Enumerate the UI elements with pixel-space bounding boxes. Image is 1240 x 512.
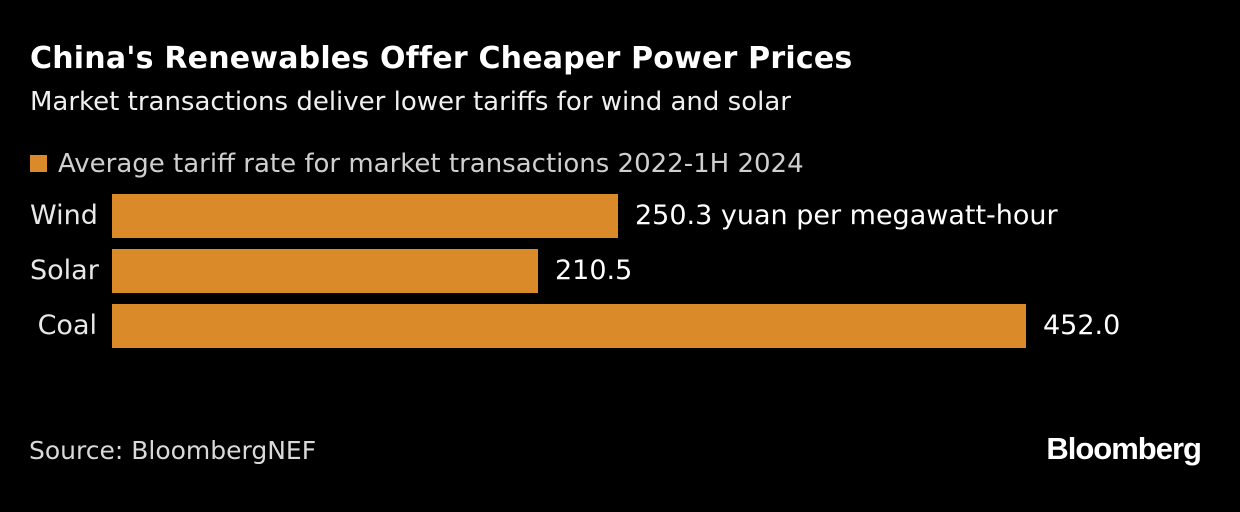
chart-header: China's Renewables Offer Cheaper Power P… (0, 0, 1240, 118)
category-label-wind: Wind (30, 200, 98, 232)
source-note: Source: BloombergNEF (29, 436, 317, 465)
bar-row-coal: Coal 452.0 (30, 303, 1240, 348)
category-label-coal: Coal (37, 310, 97, 342)
chart-subtitle: Market transactions deliver lower tariff… (30, 86, 791, 117)
bar-solar (112, 248, 538, 293)
legend-swatch-icon (30, 155, 47, 173)
bloomberg-logo: Bloomberg (1046, 431, 1202, 466)
bar-wind (112, 193, 618, 238)
value-label-coal: 452.0 (1043, 310, 1121, 342)
bar-row-solar: Solar 210.5 (30, 248, 1240, 293)
chart-legend: Average tariff rate for market transacti… (30, 149, 1240, 179)
value-label-wind: 250.3 yuan per megawatt-hour (635, 200, 1058, 232)
bar-row-wind: Wind 250.3 yuan per megawatt-hour (30, 193, 1240, 238)
value-label-solar: 210.5 (555, 255, 633, 287)
chart-title: China's Renewables Offer Cheaper Power P… (30, 41, 853, 76)
legend-label: Average tariff rate for market transacti… (58, 148, 804, 179)
category-label-solar: Solar (30, 255, 99, 287)
bar-coal (112, 303, 1026, 348)
bar-chart: Wind 250.3 yuan per megawatt-hour Solar 210… (30, 193, 1240, 348)
